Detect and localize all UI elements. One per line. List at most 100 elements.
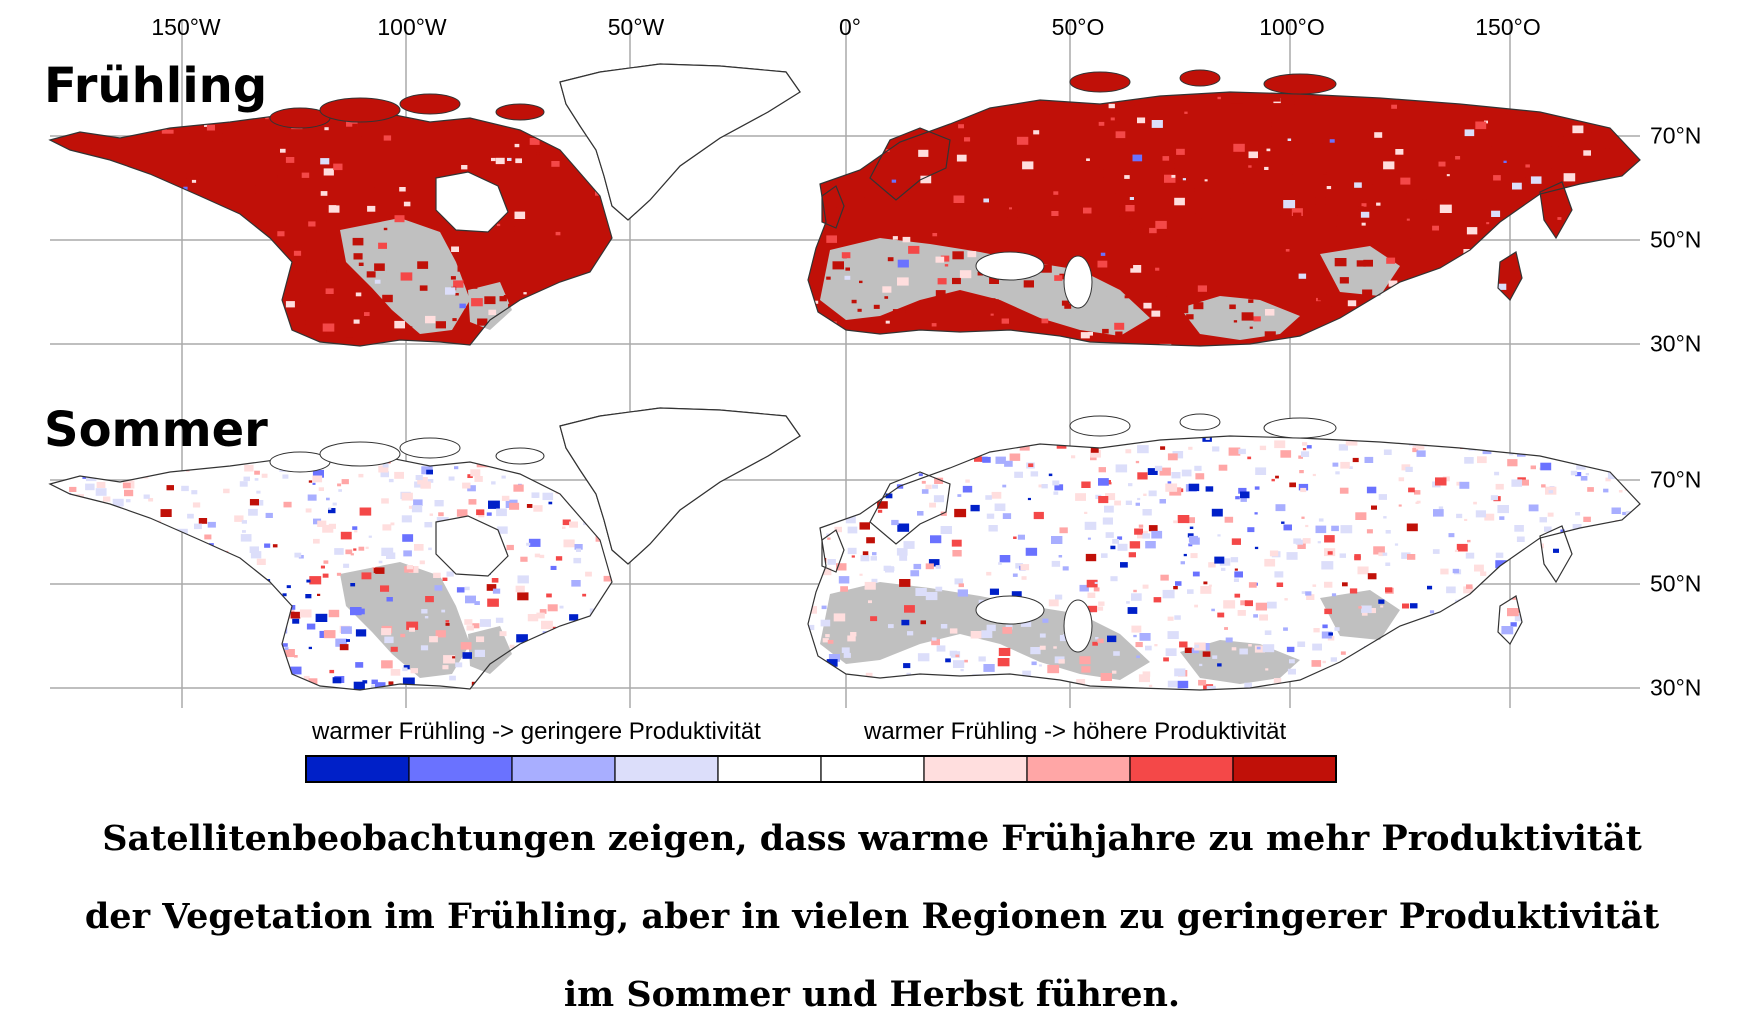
pixel <box>820 619 831 627</box>
pixel <box>1509 452 1514 456</box>
pixel <box>292 618 300 624</box>
pixel <box>1097 638 1104 644</box>
pixel <box>845 516 856 524</box>
pixel <box>1361 203 1367 207</box>
pixel <box>386 597 393 602</box>
pixel <box>1194 644 1199 648</box>
pixel <box>1347 300 1357 307</box>
pixel <box>1432 549 1440 554</box>
pixel <box>401 515 412 523</box>
pixel <box>1358 165 1369 173</box>
pixel <box>1547 512 1554 517</box>
pixel <box>1268 93 1281 102</box>
pixel <box>350 553 354 556</box>
pixel <box>959 270 972 279</box>
pixel <box>443 655 456 664</box>
pixel <box>1120 562 1128 568</box>
pixel <box>1484 513 1495 521</box>
pixel <box>1465 552 1475 559</box>
pixel <box>1349 588 1358 594</box>
pixel <box>335 638 348 647</box>
pixel <box>337 259 345 265</box>
pixel <box>503 278 512 284</box>
pixel <box>378 242 387 249</box>
pixel <box>967 179 975 185</box>
pixel <box>497 526 508 534</box>
pixel <box>1373 546 1385 555</box>
pixel <box>1244 682 1252 689</box>
pixel <box>1203 581 1208 585</box>
pixel <box>400 272 413 281</box>
pixel <box>1081 666 1091 673</box>
pixel <box>1189 537 1200 545</box>
pixel <box>562 526 566 529</box>
pixel <box>550 565 557 570</box>
pixel <box>324 127 329 131</box>
pixel <box>459 303 466 309</box>
pixel <box>352 237 364 246</box>
pixel <box>1110 117 1115 121</box>
pixel <box>448 476 455 481</box>
pixel <box>288 294 293 298</box>
pixel <box>1336 203 1346 210</box>
pixel <box>1233 143 1245 152</box>
pixel <box>841 647 850 653</box>
pixel <box>445 287 456 295</box>
pixel <box>421 609 428 614</box>
pixel <box>1297 641 1306 647</box>
pixel <box>1273 678 1282 684</box>
pixel <box>442 577 448 581</box>
pixel <box>242 530 246 533</box>
pixel <box>1079 656 1091 665</box>
pixel <box>359 507 372 516</box>
pixel <box>921 480 926 484</box>
pixel <box>974 134 986 144</box>
pixel <box>323 560 329 564</box>
pixel <box>1181 469 1192 477</box>
caption-line: im Sommer und Herbst führen. <box>563 974 1181 1015</box>
pixel <box>813 300 819 304</box>
pixel <box>1114 500 1121 506</box>
pixel <box>408 505 414 509</box>
pixel <box>546 593 552 598</box>
pixel <box>1165 648 1177 656</box>
pixel <box>383 135 392 141</box>
pixel <box>328 508 336 514</box>
pixel <box>1233 320 1238 323</box>
pixel <box>212 121 221 127</box>
pixel <box>838 576 850 584</box>
pixel <box>1008 241 1014 245</box>
pixel <box>1335 471 1340 475</box>
pixel <box>999 555 1011 563</box>
pixel <box>827 639 834 644</box>
pixel <box>1033 130 1040 135</box>
pixel <box>539 609 547 614</box>
longitude-label: 50°W <box>607 14 665 40</box>
pixel <box>1101 553 1108 558</box>
pixel <box>1107 635 1117 643</box>
pixel <box>461 165 468 170</box>
pixel <box>255 500 264 506</box>
pixel <box>1182 178 1186 181</box>
pixel <box>530 213 534 217</box>
pixel <box>382 463 389 468</box>
pixel <box>1483 141 1492 147</box>
pixel <box>850 632 857 637</box>
pixel <box>453 280 464 288</box>
pixel <box>1204 179 1208 182</box>
pixel <box>1108 482 1112 485</box>
pixel <box>1051 560 1061 567</box>
coastline <box>807 435 1641 691</box>
pixel <box>353 548 357 551</box>
pixel <box>468 499 477 505</box>
pixel <box>1104 505 1114 513</box>
pixel <box>952 251 964 260</box>
pixel <box>1085 553 1097 562</box>
pixel <box>1087 592 1096 598</box>
caspian-sea <box>1063 599 1093 653</box>
pixel <box>397 212 404 217</box>
pixel <box>539 554 545 559</box>
pixel <box>1331 312 1341 319</box>
pixel <box>419 285 428 291</box>
pixel <box>1208 584 1212 587</box>
